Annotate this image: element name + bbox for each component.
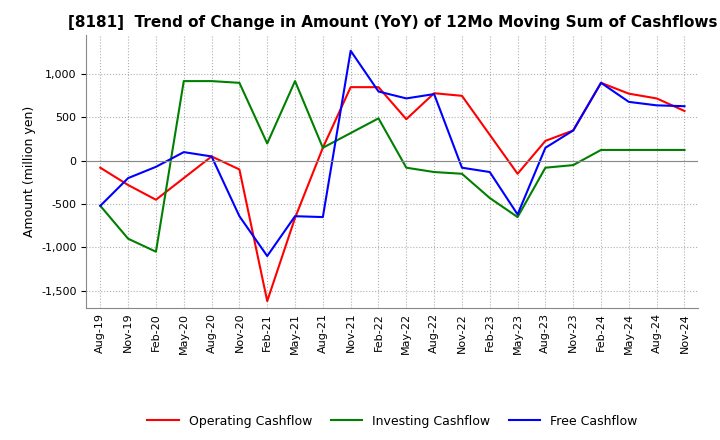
Operating Cashflow [402,117,410,122]
Operating Cashflow [346,84,355,90]
Investing Cashflow [513,214,522,220]
Operating Cashflow [235,167,243,172]
Operating Cashflow [652,96,661,101]
Free Cashflow [541,145,550,150]
Free Cashflow [513,212,522,217]
Operating Cashflow [485,132,494,137]
Investing Cashflow [430,169,438,175]
Line: Investing Cashflow: Investing Cashflow [100,81,685,252]
Operating Cashflow [458,93,467,99]
Operating Cashflow [541,138,550,143]
Free Cashflow [597,80,606,85]
Investing Cashflow [96,203,104,209]
Free Cashflow [652,103,661,108]
Investing Cashflow [652,147,661,153]
Investing Cashflow [318,145,327,150]
Free Cashflow [374,89,383,94]
Operating Cashflow [152,197,161,202]
Operating Cashflow [207,154,216,159]
Operating Cashflow [513,171,522,176]
Y-axis label: Amount (million yen): Amount (million yen) [22,106,35,237]
Operating Cashflow [597,80,606,85]
Investing Cashflow [179,78,188,84]
Investing Cashflow [569,162,577,168]
Investing Cashflow [346,130,355,136]
Investing Cashflow [207,78,216,84]
Investing Cashflow [374,116,383,121]
Investing Cashflow [485,195,494,201]
Investing Cashflow [541,165,550,170]
Investing Cashflow [680,147,689,153]
Operating Cashflow [96,165,104,170]
Investing Cashflow [402,165,410,170]
Line: Free Cashflow: Free Cashflow [100,51,685,256]
Free Cashflow [179,150,188,155]
Free Cashflow [402,96,410,101]
Free Cashflow [430,92,438,97]
Investing Cashflow [263,141,271,146]
Free Cashflow [263,253,271,259]
Free Cashflow [458,165,467,170]
Investing Cashflow [124,236,132,242]
Free Cashflow [291,213,300,219]
Operating Cashflow [318,145,327,150]
Operating Cashflow [263,298,271,304]
Operating Cashflow [374,84,383,90]
Operating Cashflow [291,215,300,220]
Free Cashflow [485,169,494,175]
Free Cashflow [318,214,327,220]
Free Cashflow [96,203,104,209]
Operating Cashflow [624,91,633,96]
Free Cashflow [124,176,132,181]
Legend: Operating Cashflow, Investing Cashflow, Free Cashflow: Operating Cashflow, Investing Cashflow, … [143,410,642,433]
Investing Cashflow [458,171,467,176]
Operating Cashflow [569,128,577,133]
Free Cashflow [680,103,689,109]
Operating Cashflow [124,183,132,188]
Operating Cashflow [179,176,188,181]
Investing Cashflow [235,80,243,85]
Investing Cashflow [624,147,633,153]
Free Cashflow [207,154,216,159]
Free Cashflow [235,213,243,219]
Free Cashflow [569,128,577,133]
Investing Cashflow [291,78,300,84]
Investing Cashflow [152,249,161,254]
Operating Cashflow [680,108,689,114]
Investing Cashflow [597,147,606,153]
Free Cashflow [152,164,161,169]
Free Cashflow [346,48,355,53]
Free Cashflow [624,99,633,105]
Operating Cashflow [430,91,438,96]
Title: [8181]  Trend of Change in Amount (YoY) of 12Mo Moving Sum of Cashflows: [8181] Trend of Change in Amount (YoY) o… [68,15,717,30]
Line: Operating Cashflow: Operating Cashflow [100,83,685,301]
